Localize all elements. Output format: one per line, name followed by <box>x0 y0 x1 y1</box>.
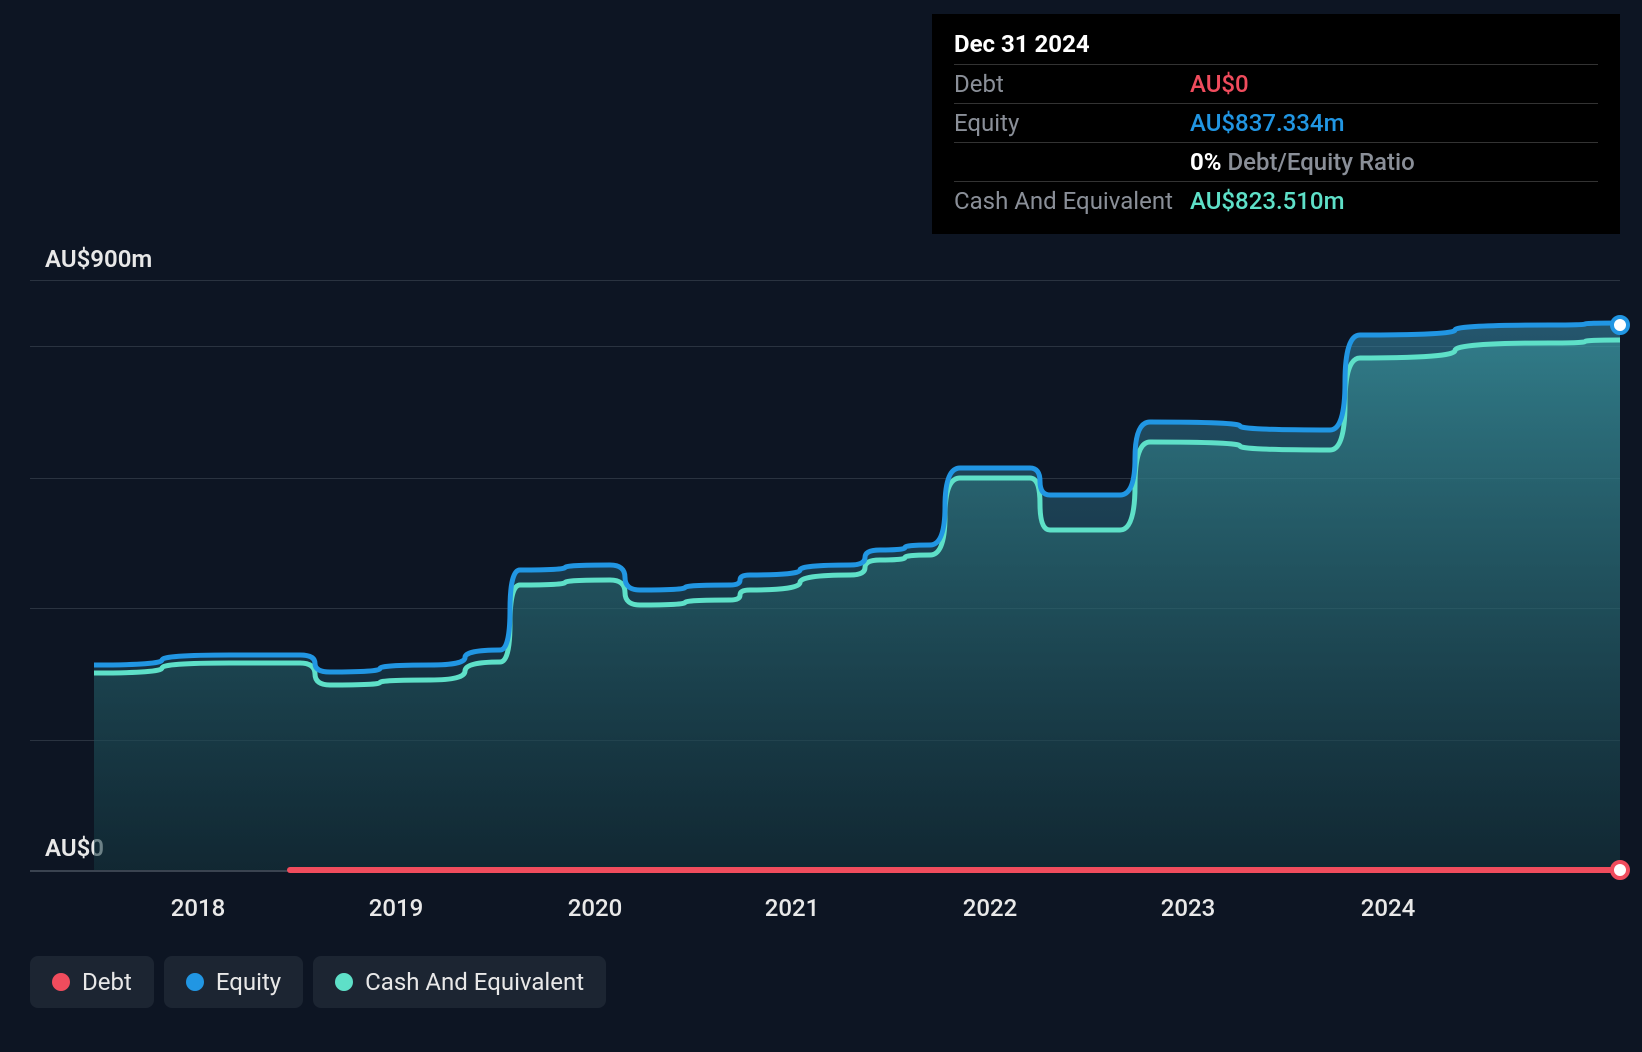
cash-area <box>94 340 1620 870</box>
tooltip-label: Cash And Equivalent <box>954 187 1190 215</box>
tooltip-row: EquityAU$837.334m <box>954 103 1598 142</box>
legend-item[interactable]: Debt <box>30 956 154 1008</box>
legend-label: Equity <box>216 968 281 996</box>
tooltip-label: Equity <box>954 109 1190 137</box>
tooltip-value: AU$0 <box>1190 70 1598 98</box>
tooltip-row: 0% Debt/Equity Ratio <box>954 142 1598 181</box>
end-marker-debt <box>1612 862 1628 878</box>
chart-container: AU$900m AU$0 201820192020202120222023202… <box>0 0 1642 1052</box>
legend-label: Debt <box>82 968 132 996</box>
x-axis-label: 2021 <box>765 894 820 922</box>
legend-item[interactable]: Cash And Equivalent <box>313 956 606 1008</box>
legend-dot-icon <box>52 973 70 991</box>
tooltip-label: Debt <box>954 70 1190 98</box>
tooltip-row: Cash And EquivalentAU$823.510m <box>954 181 1598 220</box>
tooltip-value: AU$823.510m <box>1190 187 1598 215</box>
x-axis-label: 2020 <box>568 894 623 922</box>
tooltip-label <box>954 148 1190 176</box>
x-axis-label: 2022 <box>963 894 1018 922</box>
tooltip-value: 0% Debt/Equity Ratio <box>1190 148 1598 176</box>
x-axis-label: 2024 <box>1361 894 1416 922</box>
legend-label: Cash And Equivalent <box>365 968 584 996</box>
tooltip-date: Dec 31 2024 <box>954 30 1598 58</box>
end-marker-equity <box>1612 317 1628 333</box>
legend: Debt Equity Cash And Equivalent <box>30 956 606 1008</box>
x-axis-label: 2019 <box>369 894 424 922</box>
legend-dot-icon <box>186 973 204 991</box>
x-axis-label: 2018 <box>171 894 226 922</box>
legend-item[interactable]: Equity <box>164 956 303 1008</box>
tooltip-panel: Dec 31 2024 DebtAU$0EquityAU$837.334m0% … <box>932 14 1620 234</box>
legend-dot-icon <box>335 973 353 991</box>
x-axis-label: 2023 <box>1161 894 1216 922</box>
tooltip-value: AU$837.334m <box>1190 109 1598 137</box>
tooltip-row: DebtAU$0 <box>954 64 1598 103</box>
